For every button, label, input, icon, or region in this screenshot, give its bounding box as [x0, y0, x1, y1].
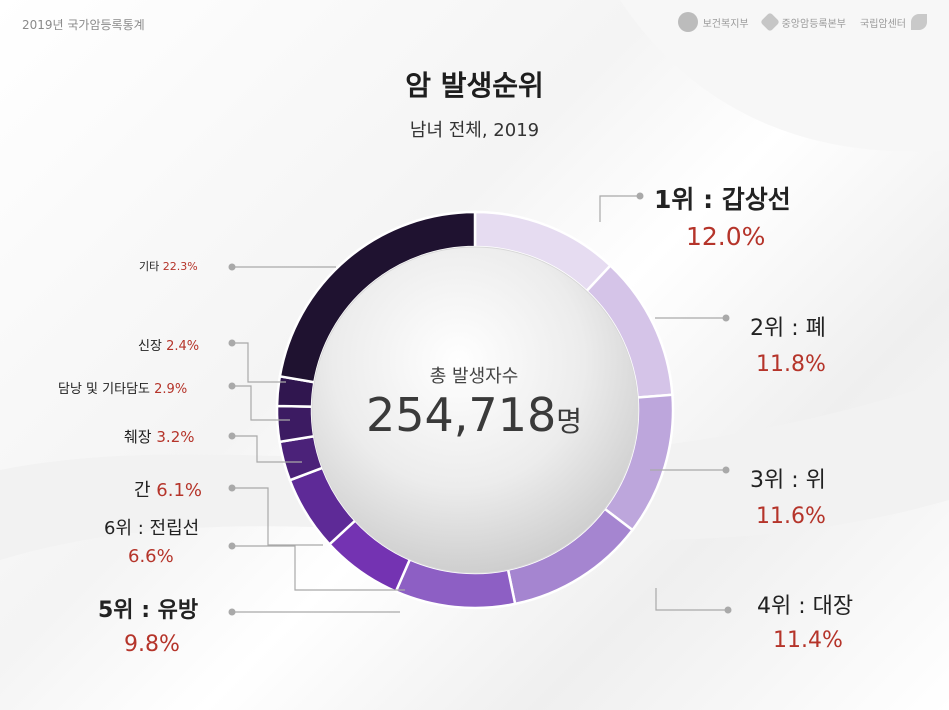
donut-slice-8 — [275, 404, 316, 444]
total-label: 총 발생자수 — [429, 366, 519, 387]
leader-line-3 — [655, 588, 728, 611]
slice-percent: 12.0% — [686, 222, 766, 251]
slice-name: 6위 : 전립선 — [104, 518, 200, 539]
slice-name: 3위 : 위 — [750, 468, 826, 493]
slice-label-kidney: 신장 2.4% — [138, 335, 199, 354]
registry-logo: 중앙암등록본부 — [759, 12, 846, 32]
ministry-logo: 보건복지부 — [677, 12, 749, 32]
leader-line-8 — [232, 385, 290, 421]
slice-percent: 11.6% — [756, 504, 826, 529]
slice-percent: 11.8% — [756, 352, 826, 377]
slice-percent: 6.6% — [128, 546, 174, 567]
leader-dot-7 — [228, 432, 236, 440]
slice-label-pancreas: 췌장 3.2% — [124, 426, 195, 447]
total-value: 254,718명 — [324, 388, 624, 442]
slice-name: 신장 — [138, 339, 162, 354]
slice-percent: 11.4% — [773, 628, 843, 653]
donut-center-disc — [311, 246, 639, 574]
cancer-center-logo-text: 국립암센터 — [860, 18, 906, 30]
leader-line-0 — [599, 195, 640, 222]
leader-line-7 — [232, 435, 302, 463]
slice-name: 담낭 및 기타담도 — [58, 382, 150, 397]
ministry-logo-text: 보건복지부 — [702, 18, 749, 30]
slice-label-gallbladder: 담낭 및 기타담도 2.9% — [58, 378, 187, 397]
slice-percent: 9.8% — [124, 632, 180, 657]
slice-percent: 22.3% — [162, 260, 198, 273]
slice-percent: 6.1% — [156, 480, 203, 501]
leader-line-5 — [232, 545, 405, 591]
slice-name: 기타 — [139, 260, 160, 273]
leader-dot-4 — [228, 608, 236, 616]
page-title: 암 발생순위 — [405, 69, 544, 102]
slice-percent: 2.4% — [166, 339, 200, 354]
slice-label-thyroid: 1위 : 갑상선 12.0% — [654, 180, 791, 251]
slice-label-stomach: 3위 : 위 11.6% — [750, 462, 826, 529]
leader-dot-8 — [228, 382, 236, 390]
leader-line-6 — [232, 487, 323, 546]
leader-dot-1 — [722, 314, 730, 322]
ministry-emblem-icon — [677, 12, 698, 32]
slice-name: 5위 : 유방 — [98, 598, 199, 623]
logo-bar: 보건복지부 중앙암등록본부 국립암센터 — [677, 12, 927, 32]
slice-percent: 3.2% — [156, 428, 195, 446]
slice-label-prostate: 6위 : 전립선 6.6% — [104, 514, 199, 567]
leader-dot-3 — [724, 606, 732, 614]
slice-name: 4위 : 대장 — [757, 594, 854, 619]
total-unit: 명 — [556, 405, 582, 438]
slice-label-other: 기타 22.3% — [139, 258, 198, 274]
slice-name: 췌장 — [124, 428, 152, 446]
slice-label-liver: 간 6.1% — [134, 476, 202, 502]
leader-dot-6 — [228, 484, 236, 492]
slice-name: 2위 : 폐 — [750, 316, 826, 341]
cancer-center-emblem-icon — [911, 14, 927, 30]
leader-dot-9 — [228, 339, 236, 347]
slice-label-breast: 5위 : 유방 9.8% — [98, 592, 198, 657]
slice-percent: 2.9% — [154, 382, 188, 397]
page-subtitle: 남녀 전체, 2019 — [409, 120, 540, 141]
registry-logo-text: 중앙암등록본부 — [781, 18, 846, 30]
leader-dot-10 — [228, 263, 236, 271]
leader-dot-0 — [636, 192, 644, 200]
leader-dot-5 — [228, 542, 236, 550]
slice-name: 1위 : 갑상선 — [654, 185, 791, 214]
leader-line-9 — [232, 342, 286, 383]
slice-label-lung: 2위 : 폐 11.8% — [750, 310, 826, 377]
cancer-center-logo: 국립암센터 — [860, 14, 927, 30]
report-header-title: 2019년 국가암등록통계 — [22, 18, 145, 32]
slice-name: 간 — [134, 480, 151, 501]
slice-label-colorectal: 4위 : 대장 11.4% — [757, 588, 853, 653]
leader-dot-2 — [722, 466, 730, 474]
total-number: 254,718 — [366, 388, 557, 442]
